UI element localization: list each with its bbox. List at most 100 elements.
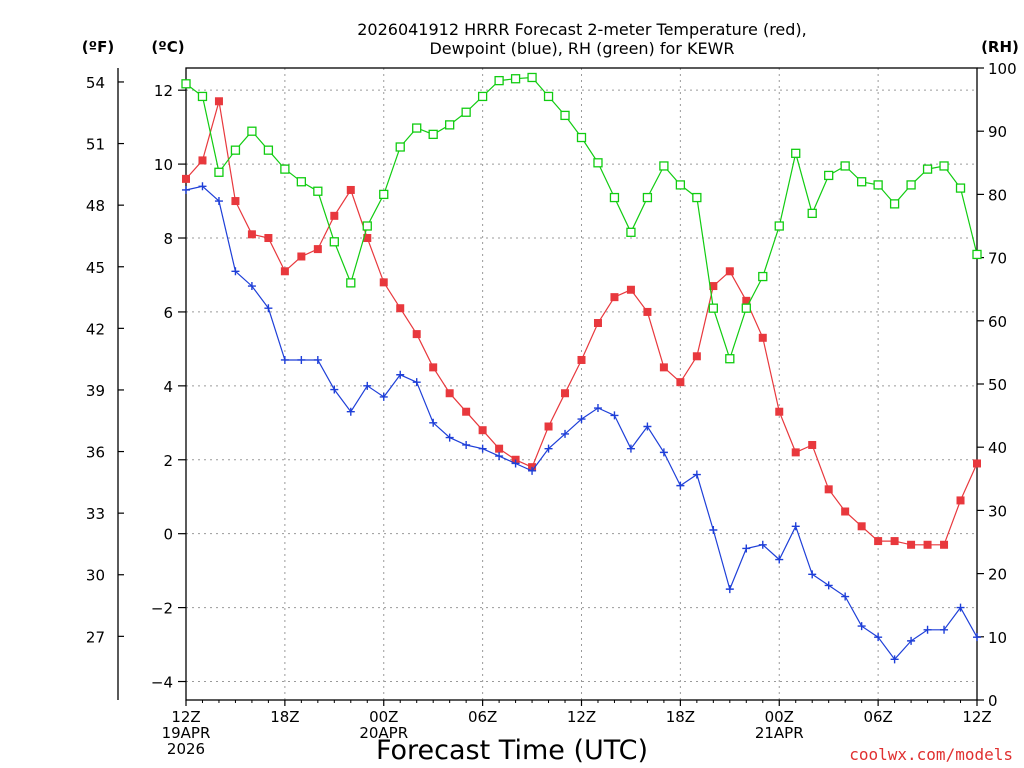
credit-label: coolwx.com/models [849,745,1013,764]
temperature-point [676,378,685,387]
dewpoint-point [280,355,289,364]
x-tick-label: 12Z [567,708,596,726]
dewpoint-point [379,392,388,401]
fahrenheit-tick-label: 48 [86,197,105,215]
dewpoint-point [214,197,223,206]
temperature-point [198,156,207,165]
temperature-point [709,282,718,291]
dewpoint-point [940,625,949,634]
dewpoint-point [643,422,652,431]
fahrenheit-tick-label: 36 [86,444,105,462]
temperature-point [956,496,965,505]
x-tick-label: 00Z [369,708,398,726]
dewpoint-point [330,385,339,394]
rh-tick-label: 100 [988,60,1017,78]
rh-tick-label: 30 [988,502,1007,520]
dewpoint-point [462,440,471,449]
rh-point [412,123,422,133]
rh-point [329,237,339,247]
rh-point [247,126,257,136]
x-tick-label: 06Z [863,708,892,726]
rh-point [593,158,603,168]
rh-point [609,192,620,203]
gridlines [185,68,978,700]
rh-point [873,180,883,190]
temperature-point [593,319,602,328]
fahrenheit-tick-label: 33 [86,505,105,523]
rh-point [494,75,504,86]
temperature-point [940,540,949,549]
rh-tick-label: 80 [988,186,1007,204]
dewpoint-point [577,415,586,424]
temperature-point [445,389,454,398]
dewpoint-point [907,636,916,645]
chart-title-line1: 2026041912 HRRR Forecast 2-meter Tempera… [357,20,807,39]
dewpoint-point [775,555,784,564]
temperature-point [626,285,635,294]
dewpoint-point [841,592,850,601]
rh-point [527,72,537,83]
rh-point [197,91,208,102]
rh-point [428,129,438,140]
dewpoint-point [973,633,981,642]
temperature-point [890,537,899,546]
celsius-unit-label: (ºC) [151,38,184,56]
rh-point [840,161,850,171]
dewpoint-point [198,182,207,191]
temperature-point [808,440,817,449]
temperature-point [907,540,916,549]
temperature-point [280,267,289,276]
rh-point [807,208,817,219]
rh-point [543,91,554,102]
rh-tick-label: 50 [988,376,1007,394]
x-tick-label: 00Z [765,708,794,726]
dewpoint-point [593,404,602,413]
dewpoint-point [396,370,405,379]
series-temperature [182,97,981,549]
temperature-point [182,174,190,183]
dewpoint-point [610,411,619,420]
rh-point [692,192,702,203]
rh-point [477,91,488,102]
rh-point [642,192,653,203]
rh-point [230,145,241,155]
temperature-point [214,97,223,106]
temperature-point [313,245,322,254]
series-layer [181,72,982,664]
rh-point [395,142,405,152]
rh-point [791,148,801,158]
temperature-point [462,407,471,416]
rh-point [181,79,191,89]
dewpoint-point [264,304,273,313]
celsius-tick-label: 4 [163,378,173,396]
temperature-point [643,307,652,316]
fahrenheit-tick-label: 51 [86,136,105,154]
temperature-point [742,296,751,305]
fahrenheit-tick-label: 54 [86,74,105,92]
rh-point [889,199,900,209]
temperature-point [610,293,619,302]
temperature-point [824,485,833,494]
rh-point [856,177,867,187]
dewpoint-point [313,355,322,364]
rh-point [346,278,356,288]
dewpoint-point [742,544,751,553]
temperature-point [412,330,421,339]
fahrenheit-tick-label: 45 [86,259,105,277]
rh-tick-label: 90 [988,123,1007,141]
rh-point [758,271,768,282]
dewpoint-point [709,525,718,534]
celsius-tick-label: 2 [163,452,173,470]
dewpoint-point [231,267,240,276]
fahrenheit-tick-label: 42 [86,320,105,338]
temperature-point [725,267,734,276]
rh-point [955,183,966,193]
celsius-tick-label: 10 [154,156,173,174]
temperature-point [758,333,767,342]
rh-unit-label: (RH) [981,38,1019,56]
dewpoint-point [346,407,355,416]
dewpoint-point [478,444,487,453]
celsius-tick-label: 6 [163,304,173,322]
rh-tick-label: 20 [988,566,1007,584]
